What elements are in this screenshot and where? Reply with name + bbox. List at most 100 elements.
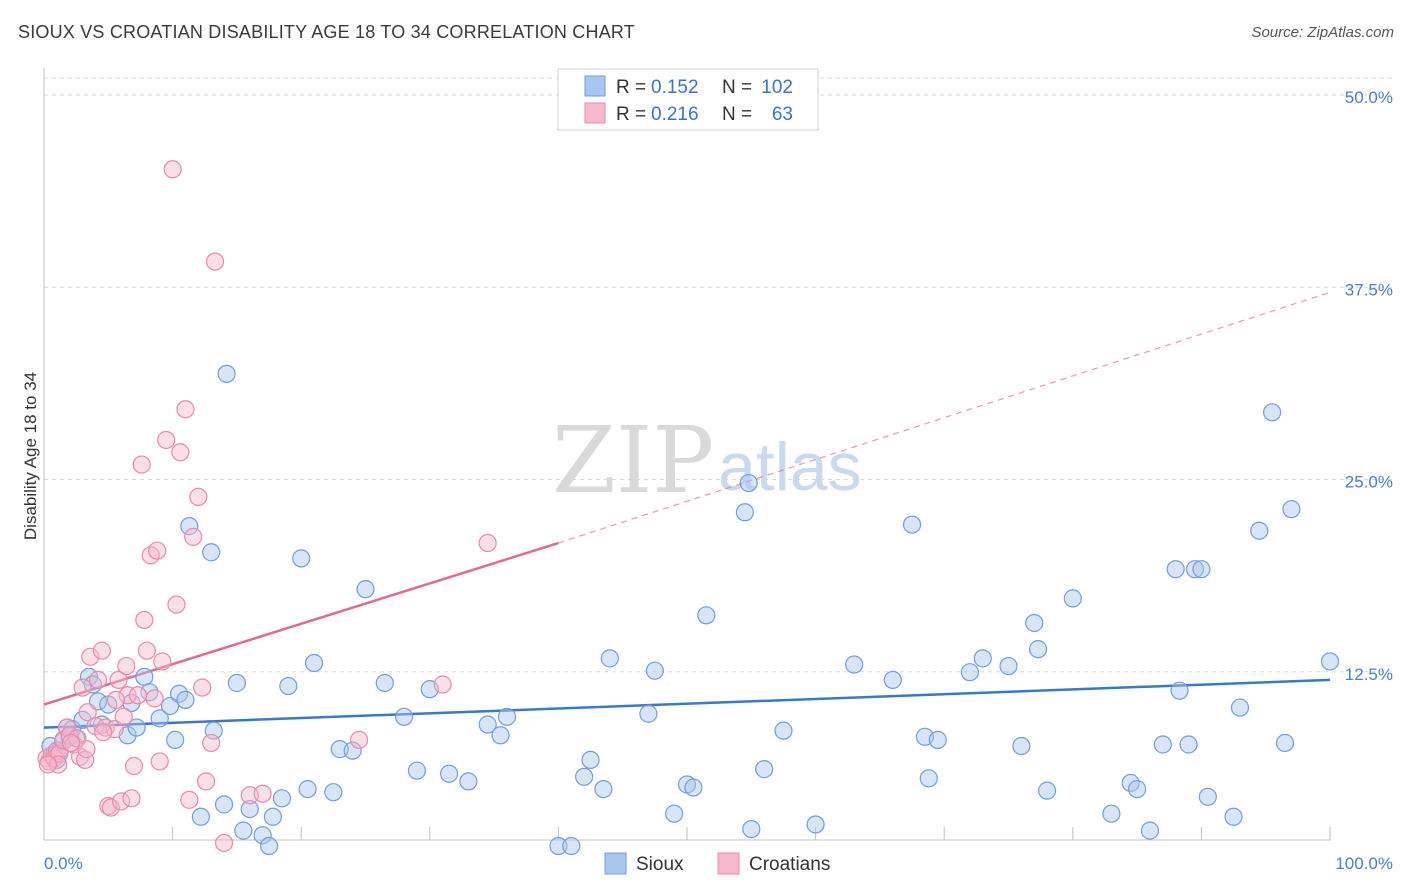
croatians-point-38: [157, 430, 176, 450]
legend-n-value-sioux: 102: [761, 77, 793, 98]
croatians-point-21: [101, 798, 120, 817]
sioux-point-40: [298, 779, 317, 799]
croatians-point-14: [78, 703, 97, 722]
sioux-point-102: [1275, 733, 1295, 753]
croatians-point-35: [148, 541, 167, 560]
sioux-point-52: [478, 715, 497, 734]
sioux-point-55: [549, 836, 568, 856]
watermark-atlas: atlas: [718, 429, 862, 505]
sioux-point-62: [645, 661, 664, 680]
sioux-point-25: [180, 517, 199, 536]
sioux-point-61: [639, 704, 658, 723]
sioux-point-50: [439, 764, 459, 783]
croatians-trend-extension: [558, 291, 1331, 544]
sioux-point-57: [575, 767, 594, 786]
sioux-point-65: [684, 778, 703, 797]
croatians-point-25: [114, 707, 133, 726]
sioux-point-100: [1250, 521, 1269, 540]
sioux-point-54: [497, 707, 517, 726]
sioux-point-22: [166, 730, 185, 749]
croatians-point-52: [253, 784, 272, 803]
legend-n-value-croatians: 63: [772, 104, 793, 125]
croatians-point-43: [180, 790, 199, 809]
sioux-point-39: [292, 549, 311, 568]
sioux-point-33: [240, 799, 259, 819]
chart-title: SIOUX VS CROATIAN DISABILITY AGE 18 TO 3…: [18, 22, 635, 42]
legend-r-label-croatians: R =: [616, 104, 646, 125]
croatians-point-54: [433, 675, 452, 694]
croatians-point-26: [118, 686, 137, 705]
sioux-point-98: [1224, 807, 1243, 826]
croatians-point-37: [153, 652, 172, 671]
legend-r-value-croatians: 0.216: [651, 104, 699, 125]
bottom-legend-swatch-sioux: [604, 852, 627, 875]
sioux-point-82: [1012, 736, 1031, 756]
sioux-point-59: [594, 779, 613, 799]
sioux-point-37: [272, 789, 292, 808]
sioux-point-31: [227, 673, 246, 693]
sioux-point-72: [806, 815, 825, 834]
croatians-point-36: [150, 752, 169, 771]
sioux-point-83: [1025, 613, 1044, 633]
sioux-point-86: [1063, 589, 1082, 608]
x-tick-label-max: 100.0%: [1335, 854, 1393, 873]
sioux-point-70: [755, 760, 774, 779]
croatians-point-27: [122, 789, 141, 808]
sioux-point-68: [739, 473, 758, 493]
sioux-point-91: [1153, 735, 1172, 754]
sioux-point-74: [883, 670, 902, 690]
sioux-point-66: [697, 606, 716, 625]
sioux-point-17: [127, 718, 146, 737]
croatians-point-40: [167, 595, 186, 614]
croatians-point-15: [81, 647, 100, 666]
watermark-zip: ZIP: [552, 407, 714, 514]
croatians-point-34: [145, 689, 164, 708]
sioux-point-20: [150, 709, 169, 728]
sioux-point-96: [1192, 560, 1211, 579]
y-tick-label-0: 12.5%: [1345, 665, 1393, 684]
sioux-point-103: [1282, 500, 1301, 519]
sioux-point-78: [928, 730, 947, 749]
sioux-point-21: [160, 696, 180, 716]
croatians-point-12: [73, 678, 92, 697]
sioux-point-79: [960, 663, 980, 682]
croatians-point-39: [163, 160, 182, 179]
sioux-point-58: [581, 750, 600, 769]
croatians-point-49: [205, 252, 225, 271]
sioux-point-36: [263, 807, 283, 826]
sioux-point-29: [214, 795, 234, 814]
legend-swatch-sioux: [584, 75, 606, 97]
sioux-point-42: [324, 783, 343, 802]
sioux-point-51: [459, 772, 478, 791]
sioux-point-44: [343, 741, 362, 760]
sioux-point-87: [1102, 804, 1121, 823]
sioux-point-93: [1170, 681, 1189, 700]
croatians-point-47: [196, 772, 216, 791]
croatians-point-58: [49, 755, 68, 774]
sioux-point-63: [665, 804, 684, 823]
croatians-point-55: [478, 533, 497, 553]
croatians-point-32: [137, 641, 156, 660]
croatians-point-24: [112, 792, 131, 811]
croatians-point-23: [109, 670, 128, 690]
data-points: [37, 160, 1340, 856]
sioux-point-45: [356, 580, 375, 599]
sioux-point-94: [1179, 735, 1198, 754]
sioux-point-41: [304, 653, 324, 673]
croatians-point-22: [105, 720, 124, 739]
sioux-point-30: [217, 364, 236, 383]
sioux-point-101: [1263, 403, 1282, 422]
croatians-point-60: [106, 690, 126, 709]
croatians-point-45: [189, 487, 208, 506]
sioux-point-38: [279, 676, 298, 696]
legend-r-label-sioux: R =: [616, 77, 646, 98]
sioux-point-67: [735, 503, 754, 522]
croatians-point-41: [171, 443, 190, 462]
sioux-point-75: [902, 515, 922, 534]
croatians-point-42: [176, 400, 195, 419]
sioux-point-99: [1230, 698, 1250, 717]
sioux-point-34: [253, 826, 272, 845]
legend-n-label-croatians: N =: [722, 104, 752, 125]
sioux-point-48: [407, 761, 427, 780]
sioux-point-32: [234, 821, 253, 840]
